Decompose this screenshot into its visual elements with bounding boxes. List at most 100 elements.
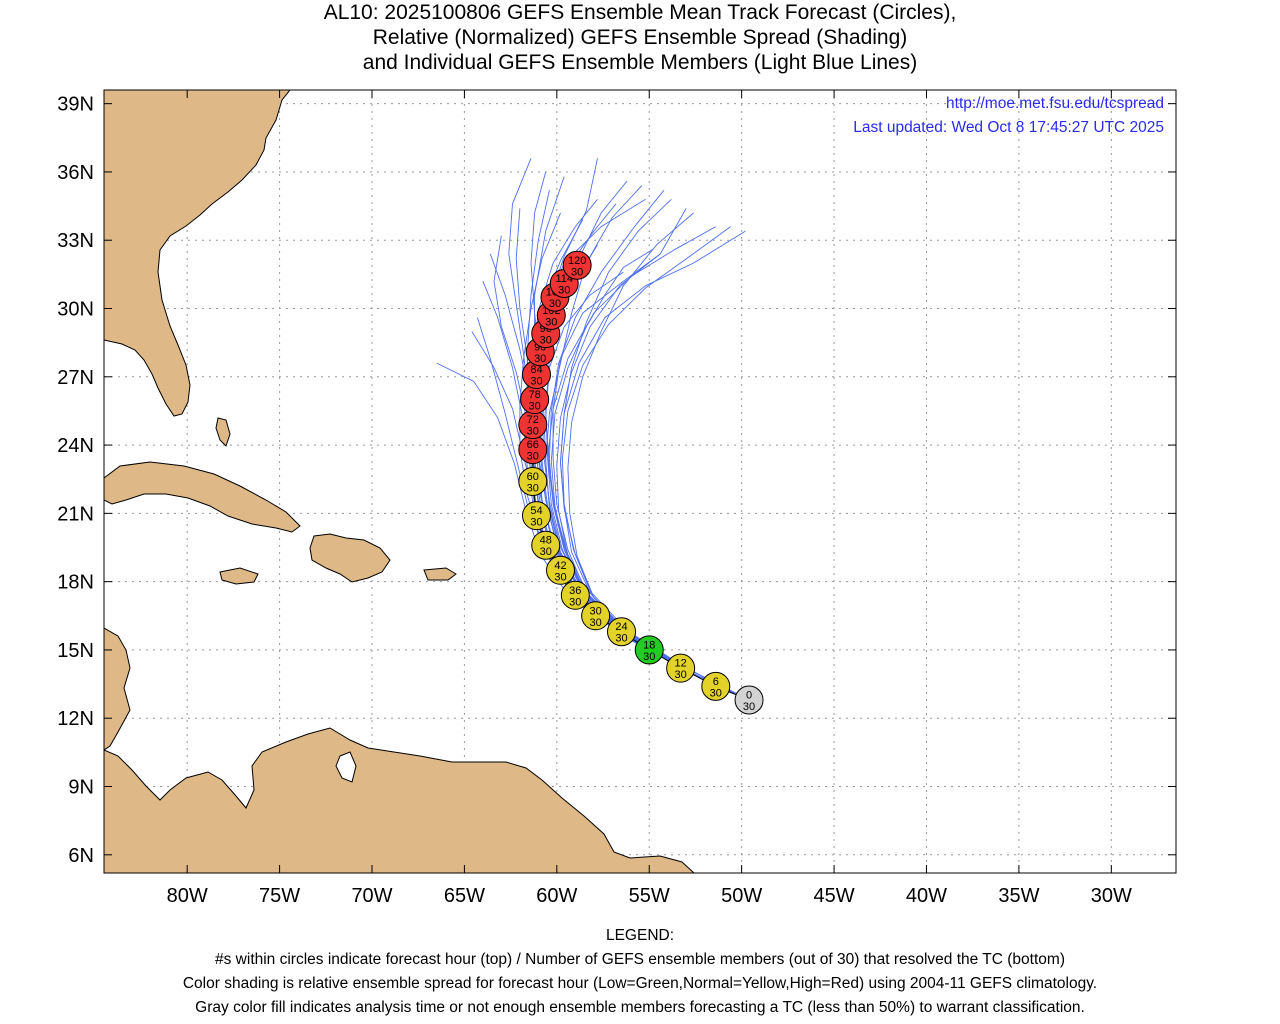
land-lake-maracaibo (335, 751, 357, 783)
member-count-label: 30 (710, 687, 722, 699)
lat-tick-label: 30N (57, 299, 94, 321)
lat-tick-label: 36N (57, 162, 94, 184)
mean-track-circles: 0306301230183024303030363042304830543060… (518, 250, 764, 715)
land-masses (104, 90, 695, 873)
member-count-label: 30 (643, 651, 655, 663)
member-count-label: 30 (675, 669, 687, 681)
lon-tick-label: 30W (1091, 885, 1132, 907)
land-cuba (104, 461, 301, 533)
track-point-circle: 030 (734, 685, 764, 715)
forecast-hour-label: 30 (590, 605, 602, 617)
land-hispaniola (309, 533, 391, 583)
forecast-hour-label: 84 (530, 364, 542, 376)
member-count-label: 30 (590, 617, 602, 629)
track-point-marker (701, 671, 731, 701)
member-count-label: 30 (743, 701, 755, 713)
title-line-1: AL10: 2025100806 GEFS Ensemble Mean Trac… (323, 1, 957, 24)
lon-tick-label: 40W (906, 885, 947, 907)
legend-title: LEGEND: (605, 927, 675, 944)
lon-tick-label: 45W (814, 885, 855, 907)
track-point-marker (560, 580, 590, 610)
land-puerto-rico (423, 567, 457, 581)
legend: LEGEND: #s within circles indicate forec… (0, 924, 1280, 1020)
lat-tick-label: 9N (68, 777, 94, 799)
plot-frame (103, 89, 1177, 874)
lat-tick-label: 12N (57, 708, 94, 730)
forecast-hour-label: 78 (529, 389, 541, 401)
forecast-hour-label: 12 (675, 658, 687, 670)
lat-tick-label: 15N (57, 640, 94, 662)
track-point-marker (521, 501, 551, 531)
track-point-circle: 630 (701, 671, 731, 701)
member-count-label: 30 (540, 335, 552, 347)
track-point-marker (562, 250, 592, 280)
member-count-label: 30 (527, 426, 539, 438)
lat-tick-label: 6N (68, 845, 94, 867)
lon-tick-label: 50W (721, 885, 762, 907)
land-north-america (104, 90, 291, 417)
land-bahamas (215, 417, 231, 447)
member-count-label: 30 (540, 546, 552, 558)
track-point-marker (634, 635, 664, 665)
credit-url[interactable]: http://moe.met.fsu.edu/tcspread (946, 95, 1164, 112)
forecast-hour-label: 36 (569, 585, 581, 597)
lon-tick-label: 80W (167, 885, 208, 907)
forecast-hour-label: 54 (530, 505, 542, 517)
forecast-hour-label: 18 (643, 639, 655, 651)
forecast-hour-label: 6 (713, 676, 719, 688)
member-count-label: 30 (569, 596, 581, 608)
lon-tick-label: 65W (444, 885, 485, 907)
credit-updated: Last updated: Wed Oct 8 17:45:27 UTC 202… (853, 119, 1164, 136)
lat-tick-label: 21N (57, 503, 94, 525)
lat-tick-label: 24N (57, 435, 94, 457)
member-count-label: 30 (545, 316, 557, 328)
track-point-marker (607, 617, 637, 647)
lat-tick-label: 39N (57, 94, 94, 116)
lon-tick-label: 70W (351, 885, 392, 907)
forecast-hour-label: 24 (615, 621, 627, 633)
forecast-hour-label: 60 (527, 471, 539, 483)
member-count-label: 30 (571, 266, 583, 278)
forecast-hour-label: 42 (554, 560, 566, 572)
land-central-america (104, 627, 131, 751)
member-count-label: 30 (527, 451, 539, 463)
land-jamaica (219, 567, 259, 585)
chart-title: AL10: 2025100806 GEFS Ensemble Mean Trac… (0, 0, 1280, 75)
title-line-2: Relative (Normalized) GEFS Ensemble Spre… (372, 26, 908, 49)
member-count-label: 30 (529, 401, 541, 413)
forecast-hour-label: 72 (527, 414, 539, 426)
member-count-label: 30 (554, 571, 566, 583)
track-point-marker (734, 685, 764, 715)
member-count-label: 30 (549, 298, 561, 310)
track-point-marker (666, 653, 696, 683)
lon-tick-label: 75W (259, 885, 300, 907)
forecast-hour-label: 120 (568, 255, 586, 267)
legend-line-gray: Gray color fill indicates analysis time … (195, 999, 1085, 1016)
title-line-3: and Individual GEFS Ensemble Members (Li… (362, 51, 918, 74)
legend-line-shading: Color shading is relative ensemble sprea… (182, 975, 1098, 992)
lat-tick-label: 33N (57, 230, 94, 252)
member-count-label: 30 (534, 353, 546, 365)
forecast-hour-label: 66 (527, 439, 539, 451)
member-count-label: 30 (558, 284, 570, 296)
lon-tick-label: 35W (998, 885, 1039, 907)
lon-tick-label: 55W (629, 885, 670, 907)
lat-tick-label: 27N (57, 367, 94, 389)
track-point-marker (531, 530, 561, 560)
legend-line-circles: #s within circles indicate forecast hour… (215, 951, 1065, 968)
lat-tick-label: 18N (57, 572, 94, 594)
